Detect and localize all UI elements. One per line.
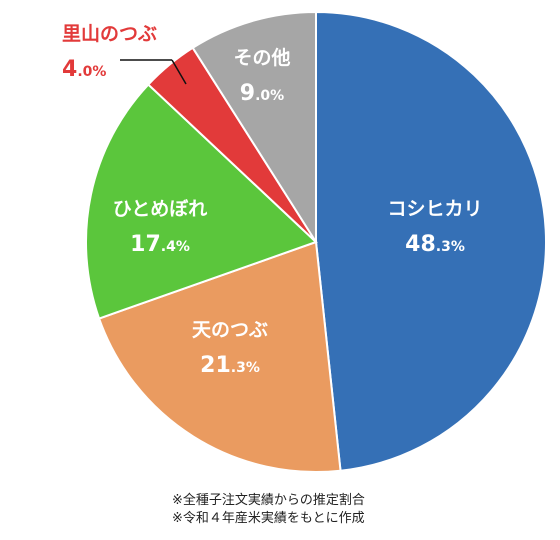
label-name-2: ひとめぼれ (113, 198, 207, 220)
label-value-1: 21.3% (200, 353, 260, 378)
label-value-0: 48.3% (405, 232, 465, 257)
footnote-estimate: ※全種子注文実績からの推定割合 (172, 493, 365, 508)
leader-line-satoyama (171, 59, 187, 85)
label-value-2: 17.4% (130, 232, 190, 257)
pie-slices (85, 10, 548, 474)
label-value-3: 4.0% (62, 57, 106, 82)
label-value-4: 9.0% (240, 81, 284, 106)
slice-hitomebore (85, 83, 318, 320)
pie-labels: コシヒカリ 48.3% 天のつぶ 21.3% ひとめぼれ 17.4% 里山のつぶ 4.0% その… (62, 23, 483, 378)
slice-tennotsubu (97, 240, 342, 474)
label-name-4: その他 (233, 46, 290, 69)
label-name-0: コシヒカリ (387, 198, 482, 220)
footnote-source: ※令和４年産米実績をもとに作成 (172, 511, 365, 526)
label-name-1: 天のつぶ (192, 319, 268, 341)
footnotes: ※全種子注文実績からの推定割合 ※令和４年産米実績をもとに作成 (172, 492, 552, 528)
slice-other (191, 10, 317, 246)
slice-koshihikari (315, 10, 548, 472)
label-name-3: 里山のつぶ (62, 23, 157, 45)
